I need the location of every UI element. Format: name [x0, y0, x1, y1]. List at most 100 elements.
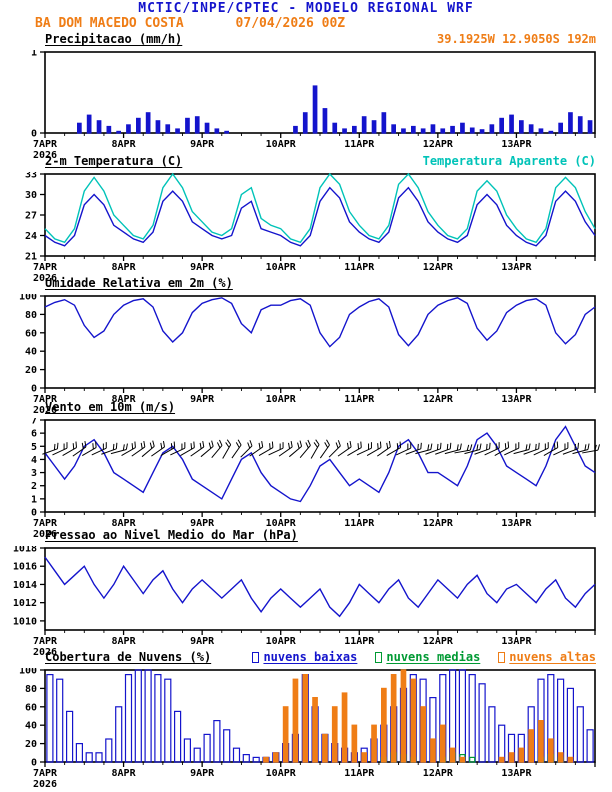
- svg-text:0: 0: [31, 129, 37, 140]
- panel-title-vento: Vento em 10m (m/s): [45, 400, 176, 414]
- svg-text:11APR: 11APR: [344, 518, 375, 529]
- mid-clouds-swatch-icon: [375, 651, 383, 663]
- wind-title-row: Vento em 10m (m/s): [45, 400, 596, 414]
- svg-text:9APR: 9APR: [190, 262, 215, 273]
- svg-text:9APR: 9APR: [190, 394, 215, 405]
- humidity-title-row: Umidade Relativa em 2m (%): [45, 276, 596, 290]
- svg-text:7APR: 7APR: [33, 262, 58, 273]
- svg-text:8APR: 8APR: [112, 139, 137, 150]
- svg-text:4: 4: [31, 455, 37, 466]
- svg-text:0: 0: [31, 384, 37, 395]
- svg-text:7APR: 7APR: [33, 139, 58, 150]
- svg-text:7APR: 7APR: [33, 518, 58, 529]
- svg-text:10APR: 10APR: [266, 518, 297, 529]
- svg-text:3: 3: [31, 468, 37, 479]
- svg-text:11APR: 11APR: [344, 262, 375, 273]
- svg-text:1014: 1014: [13, 580, 37, 591]
- legend-label-nuvens-baixas: nuvens baixas: [263, 650, 358, 664]
- svg-text:2026: 2026: [33, 150, 57, 161]
- svg-text:24: 24: [25, 231, 37, 242]
- svg-text:12APR: 12APR: [423, 262, 454, 273]
- legend-item-nuvens-altas: nuvens altas: [498, 650, 596, 664]
- svg-text:7APR: 7APR: [33, 636, 58, 647]
- svg-text:10APR: 10APR: [266, 636, 297, 647]
- legend-item-nuvens-medias: nuvens medias: [375, 650, 480, 664]
- svg-text:5: 5: [31, 442, 37, 453]
- svg-text:20: 20: [25, 365, 37, 376]
- svg-text:33: 33: [25, 172, 37, 181]
- run-datetime: 07/04/2026 00Z: [235, 16, 346, 31]
- svg-text:27: 27: [25, 211, 37, 222]
- svg-text:7APR: 7APR: [33, 394, 58, 405]
- svg-text:1: 1: [31, 50, 37, 59]
- legend-item-nuvens-baixas: nuvens baixas: [252, 650, 357, 664]
- svg-text:80: 80: [25, 310, 37, 321]
- svg-text:12APR: 12APR: [423, 518, 454, 529]
- high-clouds-swatch-icon: [498, 651, 506, 663]
- panel-title-pressao: Pressao ao Nivel Medio do Mar (hPa): [45, 528, 298, 542]
- page-title: MCTIC/INPE/CPTEC - MODELO REGIONAL WRF: [138, 1, 474, 16]
- svg-text:13APR: 13APR: [501, 768, 532, 779]
- svg-text:11APR: 11APR: [344, 394, 375, 405]
- svg-text:2026: 2026: [33, 647, 57, 658]
- svg-text:40: 40: [25, 347, 37, 358]
- svg-text:40: 40: [25, 721, 37, 732]
- pressure-title-row: Pressao ao Nivel Medio do Mar (hPa): [45, 528, 596, 542]
- svg-text:2: 2: [31, 481, 37, 492]
- clouds-title-row: Cobertura de Nuvens (%) nuvens baixas nu…: [45, 650, 596, 664]
- location-coords: 39.1925W 12.9050S 192m: [437, 32, 596, 46]
- svg-text:10APR: 10APR: [266, 262, 297, 273]
- svg-text:12APR: 12APR: [423, 394, 454, 405]
- svg-text:13APR: 13APR: [501, 139, 532, 150]
- svg-text:2026: 2026: [33, 529, 57, 540]
- svg-text:2026: 2026: [33, 273, 57, 284]
- svg-text:30: 30: [25, 190, 37, 201]
- svg-text:6: 6: [31, 429, 37, 440]
- svg-text:13APR: 13APR: [501, 394, 532, 405]
- svg-text:10APR: 10APR: [266, 139, 297, 150]
- svg-text:9APR: 9APR: [190, 139, 215, 150]
- low-clouds-swatch-icon: [252, 651, 260, 663]
- panel-title-temperatura: 2-m Temperatura (C): [45, 154, 183, 168]
- svg-text:9APR: 9APR: [190, 768, 215, 779]
- svg-text:9APR: 9APR: [190, 518, 215, 529]
- svg-text:100: 100: [19, 668, 37, 677]
- station-label: BA DOM MACEDO COSTA: [35, 16, 184, 31]
- svg-text:0: 0: [31, 508, 37, 519]
- svg-text:2026: 2026: [33, 779, 57, 790]
- svg-text:13APR: 13APR: [501, 262, 532, 273]
- svg-text:11APR: 11APR: [344, 636, 375, 647]
- svg-text:1: 1: [31, 494, 37, 505]
- svg-text:1018: 1018: [13, 546, 37, 555]
- svg-text:11APR: 11APR: [344, 768, 375, 779]
- svg-text:10APR: 10APR: [266, 394, 297, 405]
- svg-text:13APR: 13APR: [501, 518, 532, 529]
- svg-text:100: 100: [19, 294, 37, 303]
- svg-text:8APR: 8APR: [112, 394, 137, 405]
- svg-text:7: 7: [31, 418, 37, 427]
- svg-text:9APR: 9APR: [190, 636, 215, 647]
- apparent-temp-label: Temperatura Aparente (C): [422, 154, 596, 168]
- svg-text:10APR: 10APR: [266, 768, 297, 779]
- svg-text:11APR: 11APR: [344, 139, 375, 150]
- panel-title-precipitacao: Precipitacao (mm/h): [45, 32, 183, 46]
- panel-title-umidade: Umidade Relativa em 2m (%): [45, 276, 233, 290]
- svg-text:0: 0: [31, 758, 37, 769]
- svg-text:12APR: 12APR: [423, 636, 454, 647]
- svg-text:1016: 1016: [13, 562, 37, 573]
- svg-text:21: 21: [25, 252, 37, 263]
- temp-title-row: 2-m Temperatura (C) Temperatura Aparente…: [45, 154, 596, 168]
- svg-text:12APR: 12APR: [423, 139, 454, 150]
- svg-text:7APR: 7APR: [33, 768, 58, 779]
- svg-text:20: 20: [25, 739, 37, 750]
- svg-text:12APR: 12APR: [423, 768, 454, 779]
- svg-text:80: 80: [25, 684, 37, 695]
- svg-text:8APR: 8APR: [112, 636, 137, 647]
- svg-text:1012: 1012: [13, 598, 37, 609]
